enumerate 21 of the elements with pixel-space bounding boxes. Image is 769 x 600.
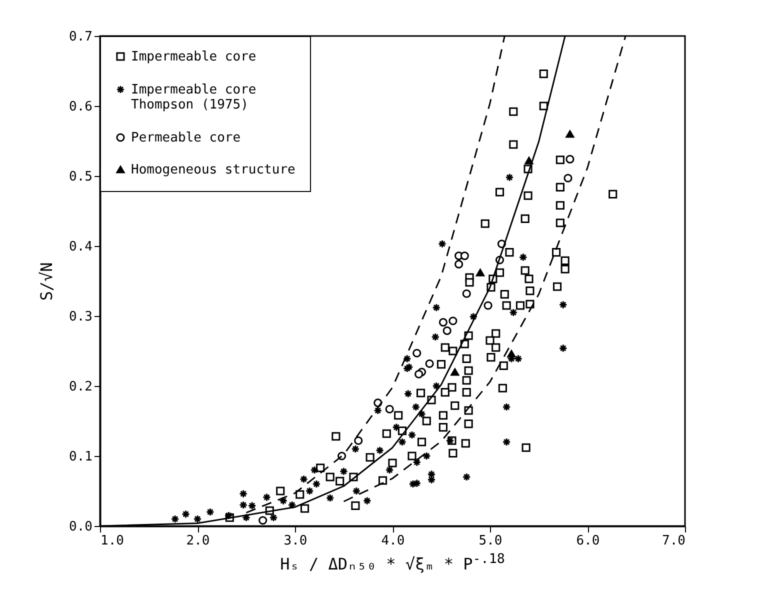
x-tick-label: 3.0 xyxy=(284,534,308,548)
y-axis-title: S/√N xyxy=(37,262,56,301)
legend-label: Impermeable core xyxy=(131,50,256,64)
y-tick-label: 0.6 xyxy=(69,100,92,114)
x-tick-label: 7.0 xyxy=(662,534,686,548)
x-tick-label: 5.0 xyxy=(478,534,502,548)
legend-label: Homogeneous structure xyxy=(131,162,296,178)
x-axis-title: Hₛ / ΔDₙ₅₀ * √ξₘ * P$^{-.18}$ xyxy=(279,552,506,574)
y-tick-label: 0.2 xyxy=(69,380,92,394)
x-tick-label: 1.0 xyxy=(100,534,124,548)
x-tick-label: 6.0 xyxy=(576,534,600,548)
x-tick-label: 4.0 xyxy=(381,534,405,548)
y-tick-label: 0.1 xyxy=(69,450,92,464)
y-tick-label: 0.4 xyxy=(69,240,93,254)
y-tick-label: 0.3 xyxy=(69,310,92,324)
y-tick-label: 0.0 xyxy=(69,520,92,534)
y-tick-label: 0.5 xyxy=(69,170,92,184)
y-tick-label: 0.7 xyxy=(69,30,92,44)
legend-label: Permeable core xyxy=(131,130,241,146)
x-tick-label: 2.0 xyxy=(186,534,210,548)
legend-label: Impermeable core Thompson (1975) xyxy=(131,82,256,112)
